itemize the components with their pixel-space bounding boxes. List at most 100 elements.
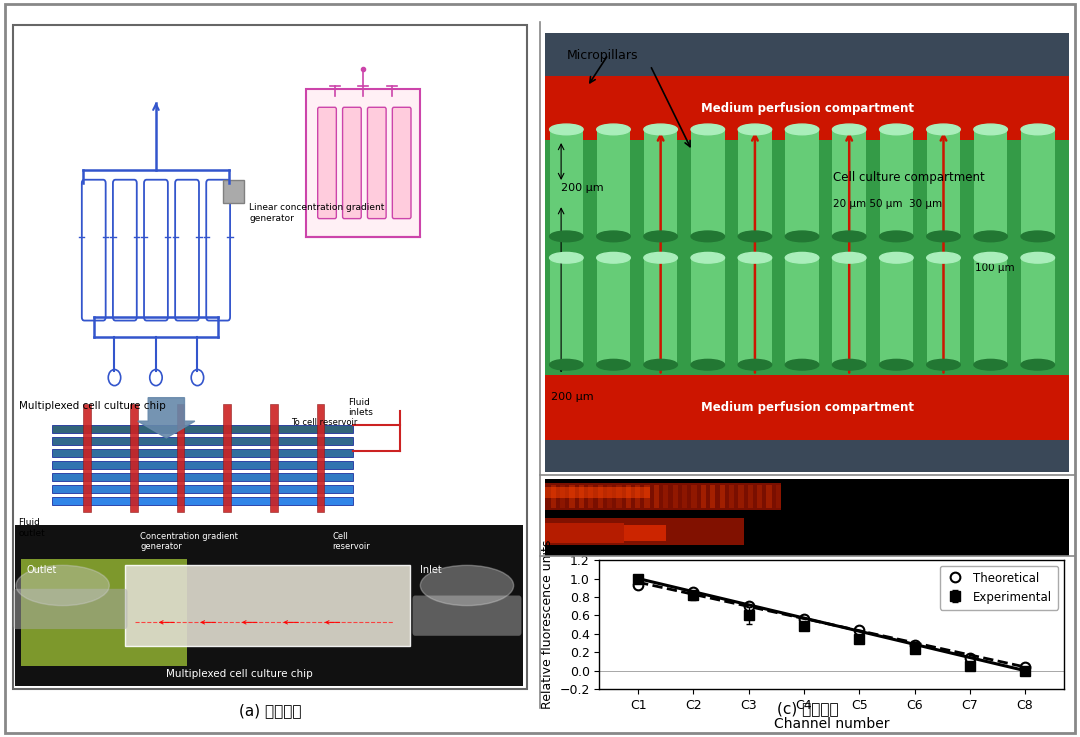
FancyBboxPatch shape	[653, 485, 659, 509]
FancyBboxPatch shape	[130, 405, 138, 511]
FancyBboxPatch shape	[52, 425, 353, 433]
FancyBboxPatch shape	[206, 180, 230, 321]
Ellipse shape	[738, 124, 772, 135]
Ellipse shape	[927, 124, 960, 135]
FancyBboxPatch shape	[545, 523, 624, 542]
FancyBboxPatch shape	[833, 258, 866, 365]
Ellipse shape	[974, 252, 1008, 263]
Theoretical	[797, 615, 810, 624]
FancyBboxPatch shape	[22, 559, 187, 666]
Line: Theoretical: Theoretical	[633, 580, 1030, 672]
FancyBboxPatch shape	[270, 405, 278, 511]
FancyBboxPatch shape	[392, 108, 411, 219]
Text: (b) 微柱结构: (b) 微柱结构	[775, 488, 839, 503]
FancyBboxPatch shape	[1021, 258, 1054, 365]
Ellipse shape	[785, 124, 819, 135]
FancyBboxPatch shape	[175, 180, 199, 321]
FancyBboxPatch shape	[545, 483, 781, 510]
FancyBboxPatch shape	[550, 258, 583, 365]
FancyBboxPatch shape	[785, 258, 819, 365]
Ellipse shape	[550, 360, 583, 370]
FancyBboxPatch shape	[644, 130, 677, 237]
FancyBboxPatch shape	[644, 258, 677, 365]
FancyBboxPatch shape	[13, 589, 127, 629]
Text: Medium perfusion compartment: Medium perfusion compartment	[701, 102, 914, 114]
FancyBboxPatch shape	[52, 436, 353, 444]
Ellipse shape	[691, 360, 725, 370]
FancyBboxPatch shape	[52, 485, 353, 493]
FancyBboxPatch shape	[367, 108, 387, 219]
Ellipse shape	[16, 565, 109, 606]
Theoretical	[908, 640, 921, 649]
FancyBboxPatch shape	[318, 108, 336, 219]
Legend: Theoretical, Experimental: Theoretical, Experimental	[940, 566, 1058, 609]
FancyBboxPatch shape	[52, 449, 353, 457]
FancyBboxPatch shape	[125, 565, 410, 646]
FancyBboxPatch shape	[739, 485, 743, 509]
FancyBboxPatch shape	[879, 258, 913, 365]
Ellipse shape	[833, 360, 866, 370]
Ellipse shape	[833, 252, 866, 263]
Text: To cell reservoir: To cell reservoir	[291, 418, 357, 427]
FancyBboxPatch shape	[701, 485, 706, 509]
Ellipse shape	[1021, 124, 1054, 135]
Text: Medium perfusion compartment: Medium perfusion compartment	[701, 401, 914, 414]
FancyBboxPatch shape	[569, 485, 575, 509]
Ellipse shape	[879, 252, 913, 263]
Ellipse shape	[1021, 360, 1054, 370]
Ellipse shape	[927, 252, 960, 263]
Ellipse shape	[738, 252, 772, 263]
FancyArrow shape	[702, 383, 1043, 432]
FancyBboxPatch shape	[342, 108, 361, 219]
FancyBboxPatch shape	[757, 485, 762, 509]
FancyBboxPatch shape	[52, 497, 353, 505]
FancyBboxPatch shape	[545, 487, 650, 498]
Ellipse shape	[879, 360, 913, 370]
Text: Inlet: Inlet	[420, 565, 442, 576]
FancyBboxPatch shape	[561, 485, 565, 509]
X-axis label: Channel number: Channel number	[774, 717, 889, 731]
Theoretical	[963, 654, 976, 663]
Ellipse shape	[597, 360, 631, 370]
FancyBboxPatch shape	[545, 517, 744, 545]
Text: Fluid
outlet: Fluid outlet	[18, 518, 45, 538]
Ellipse shape	[644, 124, 677, 135]
Text: Cell culture compartment: Cell culture compartment	[834, 171, 985, 184]
FancyBboxPatch shape	[617, 485, 622, 509]
Ellipse shape	[691, 124, 725, 135]
Text: (a) 芯片结构: (a) 芯片结构	[239, 703, 301, 718]
Theoretical	[632, 581, 645, 590]
FancyBboxPatch shape	[177, 405, 185, 511]
FancyBboxPatch shape	[82, 180, 106, 321]
Ellipse shape	[597, 252, 631, 263]
FancyBboxPatch shape	[545, 33, 1069, 472]
FancyBboxPatch shape	[683, 485, 687, 509]
FancyBboxPatch shape	[691, 485, 697, 509]
FancyArrow shape	[571, 84, 912, 132]
Text: 20 μm 50 μm  30 μm: 20 μm 50 μm 30 μm	[834, 199, 943, 209]
FancyBboxPatch shape	[738, 258, 772, 365]
FancyBboxPatch shape	[52, 461, 353, 469]
Ellipse shape	[1021, 252, 1054, 263]
FancyBboxPatch shape	[589, 485, 593, 509]
Ellipse shape	[691, 231, 725, 242]
FancyBboxPatch shape	[224, 180, 244, 203]
Text: Outlet: Outlet	[26, 565, 57, 576]
Text: Concentration gradient
generator: Concentration gradient generator	[140, 532, 239, 551]
Ellipse shape	[550, 231, 583, 242]
Text: Linear concentration gradient
generator: Linear concentration gradient generator	[249, 203, 384, 223]
Y-axis label: Relative fluorescence units: Relative fluorescence units	[541, 540, 554, 709]
FancyBboxPatch shape	[691, 130, 725, 237]
Ellipse shape	[785, 252, 819, 263]
Ellipse shape	[879, 231, 913, 242]
Text: Cell
reservoir: Cell reservoir	[333, 532, 370, 551]
Text: Fluid
inlets: Fluid inlets	[348, 398, 373, 417]
FancyBboxPatch shape	[545, 479, 1069, 556]
Theoretical	[1018, 663, 1031, 671]
FancyBboxPatch shape	[597, 485, 603, 509]
Ellipse shape	[420, 565, 514, 606]
FancyBboxPatch shape	[545, 375, 1069, 439]
Ellipse shape	[879, 124, 913, 135]
FancyBboxPatch shape	[785, 130, 819, 237]
Text: (c) 测试结果: (c) 测试结果	[777, 702, 839, 716]
